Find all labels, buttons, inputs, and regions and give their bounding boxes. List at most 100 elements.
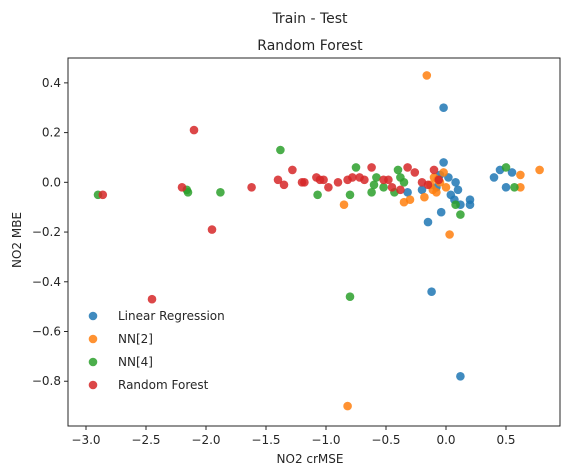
data-point (453, 185, 463, 195)
data-point (384, 175, 393, 185)
data-point (189, 125, 199, 135)
data-point (351, 163, 361, 172)
data-point (345, 190, 355, 200)
data-point (367, 188, 376, 197)
data-point (410, 168, 420, 177)
data-point (345, 292, 355, 302)
data-point (177, 183, 187, 192)
x-tick-label: 0.5 (496, 433, 515, 447)
data-point (403, 163, 412, 172)
data-point (501, 163, 511, 172)
y-tick-label: −0.6 (32, 325, 61, 339)
data-point (98, 190, 108, 200)
data-point (360, 175, 369, 185)
y-tick-label: −0.4 (32, 275, 61, 289)
data-point (445, 230, 454, 239)
data-point (216, 188, 225, 197)
data-point (465, 195, 475, 204)
x-tick-label: −2.0 (191, 433, 220, 447)
y-axis-ticks: 0.4 0.2 0.0 −0.2 −0.4 −0.6 −0.8 (32, 76, 68, 388)
data-point (276, 145, 285, 155)
data-point (429, 165, 439, 175)
data-point (403, 188, 412, 197)
data-point (423, 180, 433, 190)
data-point (387, 183, 397, 192)
data-point (247, 183, 256, 192)
y-axis-label: NO2 MBE (10, 212, 24, 268)
data-point (348, 173, 357, 182)
data-point (372, 173, 381, 182)
y-tick-label: −0.2 (32, 225, 61, 239)
data-point (333, 178, 343, 187)
data-point (439, 103, 448, 112)
data-point (399, 178, 409, 187)
data-point (147, 294, 157, 304)
scatter-points (93, 71, 544, 411)
legend-label: NN[2] (118, 332, 153, 346)
data-point (313, 190, 322, 200)
legend-marker (88, 380, 98, 390)
legend-marker (88, 357, 98, 367)
data-point (422, 71, 432, 80)
data-point (434, 175, 444, 185)
data-point (396, 185, 405, 195)
data-point (288, 165, 297, 175)
data-point (207, 225, 217, 234)
data-point (369, 180, 379, 190)
x-tick-label: −1.5 (251, 433, 280, 447)
figure-suptitle: Train - Test (271, 11, 348, 27)
data-point (456, 210, 465, 219)
data-point (446, 190, 456, 200)
data-point (451, 178, 460, 187)
x-tick-label: −0.5 (371, 433, 400, 447)
legend-label: NN[4] (118, 355, 153, 369)
y-tick-label: −0.8 (32, 374, 61, 388)
data-point (489, 173, 499, 182)
legend-label: Random Forest (118, 378, 209, 392)
x-axis-ticks: −3.0 −2.5 −2.0 −1.5 −1.0 −0.5 0.0 0.5 (71, 426, 516, 447)
data-point (399, 197, 409, 207)
y-tick-label: 0.4 (42, 76, 61, 90)
data-point (516, 183, 525, 192)
legend-marker (88, 311, 98, 321)
data-point (279, 180, 289, 190)
x-tick-label: −3.0 (71, 433, 100, 447)
data-point (427, 287, 436, 297)
data-point (319, 175, 328, 185)
data-point (393, 165, 403, 175)
data-point (343, 401, 352, 411)
legend: Linear Regression NN[2] NN[4] Random Forest (88, 309, 225, 392)
y-tick-label: 0.2 (42, 126, 61, 140)
data-point (417, 185, 427, 195)
data-point (300, 178, 309, 187)
data-point (423, 217, 433, 227)
data-point (183, 188, 193, 197)
data-point (510, 183, 519, 192)
data-point (441, 183, 451, 192)
data-point (516, 170, 525, 180)
data-point (456, 372, 465, 381)
data-point (324, 183, 333, 192)
x-tick-label: −1.0 (311, 433, 340, 447)
data-point (436, 207, 446, 217)
data-point (367, 163, 376, 172)
data-point (420, 192, 429, 202)
data-point (501, 183, 511, 192)
x-tick-label: 0.0 (436, 433, 455, 447)
data-point (451, 200, 460, 209)
data-point (273, 175, 283, 185)
x-axis-label: NO2 crMSE (277, 452, 344, 466)
legend-marker (88, 334, 98, 344)
data-point (339, 200, 349, 209)
chart-title: Random Forest (257, 38, 363, 54)
data-point (439, 158, 448, 167)
data-point (439, 168, 448, 177)
plot-frame (67, 57, 561, 427)
data-point (535, 165, 544, 175)
data-point (379, 183, 388, 192)
legend-label: Linear Regression (118, 309, 225, 323)
x-tick-label: −2.5 (131, 433, 160, 447)
data-point (507, 168, 517, 177)
